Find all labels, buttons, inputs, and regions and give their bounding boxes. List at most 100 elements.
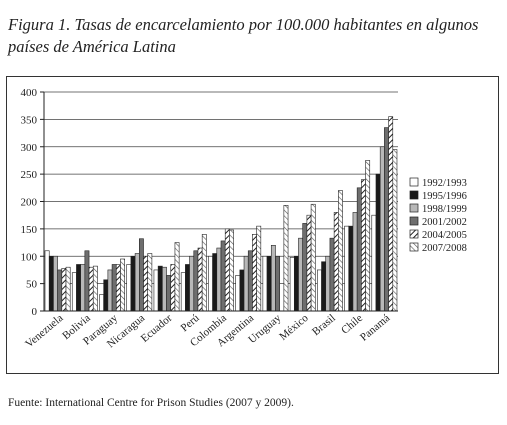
bar [310, 203, 316, 312]
bar [103, 279, 109, 312]
bar [375, 173, 381, 312]
legend-label: 1992/1993 [422, 178, 467, 189]
y-tick-label: 250 [21, 169, 38, 181]
y-tick-label: 50 [26, 279, 38, 291]
bar [348, 225, 354, 312]
x-tick-label: Brasil [310, 312, 338, 338]
bar [48, 255, 54, 312]
bar [247, 250, 253, 312]
bar [134, 253, 140, 312]
bar [153, 269, 159, 312]
bar [333, 212, 339, 312]
bar [130, 255, 136, 312]
bar [252, 234, 257, 312]
bar [53, 255, 58, 312]
bar [180, 272, 186, 312]
bar [143, 255, 149, 312]
bar [157, 265, 163, 312]
bar [65, 266, 71, 312]
bar [189, 255, 195, 312]
bar [224, 228, 230, 312]
bar [352, 212, 358, 312]
bar [139, 238, 144, 312]
legend-label: 2004/2005 [422, 230, 467, 241]
bar [317, 269, 322, 312]
chart-frame [6, 76, 499, 374]
bar [275, 255, 280, 312]
bar [379, 146, 385, 312]
x-tick-label: México [277, 312, 311, 343]
bar [365, 160, 371, 312]
bar [115, 264, 121, 312]
legend-swatch [409, 203, 419, 213]
x-tick-label: Venezuela [23, 312, 65, 350]
bar [229, 229, 234, 312]
bar [92, 265, 98, 312]
bar [298, 237, 303, 312]
bar [256, 225, 262, 312]
legend-swatch [409, 242, 419, 252]
x-tick-label: Panamá [358, 312, 392, 344]
bar [302, 223, 308, 312]
bar [147, 253, 153, 312]
bar [120, 258, 125, 312]
bar [197, 247, 203, 312]
bar [99, 294, 104, 312]
bar [111, 264, 117, 312]
bar [107, 269, 113, 312]
bar [61, 267, 67, 312]
bar [57, 269, 63, 312]
legend-swatch [409, 229, 419, 239]
bar [185, 264, 190, 312]
y-tick-label: 100 [21, 251, 38, 263]
legend-label: 2001/2002 [422, 217, 467, 228]
bar [325, 255, 331, 312]
y-tick-label: 200 [21, 197, 38, 209]
bar [126, 264, 132, 312]
bar [293, 255, 299, 312]
bar [392, 149, 398, 312]
source-note: Fuente: International Centre for Prison … [8, 397, 294, 409]
bar [361, 179, 366, 312]
bar [344, 225, 350, 312]
figure-caption: Figura 1. Tasas de encarcelamiento por 1… [8, 15, 479, 56]
bar [84, 250, 90, 312]
bar [243, 255, 249, 312]
x-tick-label: Ecuador [139, 312, 175, 345]
legend: 1992/1993 1995/1996 1998/1999 2001/2002 2004… [409, 177, 467, 254]
legend-label: 2007/2008 [422, 243, 467, 254]
bar [384, 127, 389, 312]
bar [71, 272, 77, 312]
bar [266, 255, 272, 312]
bar [270, 245, 276, 312]
bar [162, 266, 167, 312]
bar [174, 242, 180, 312]
bar [88, 266, 94, 312]
bar [44, 250, 50, 312]
bar [80, 264, 86, 312]
legend-label: 1998/1999 [422, 204, 467, 215]
bar [166, 275, 172, 312]
bar [208, 255, 213, 312]
bar [212, 253, 218, 312]
bar [170, 264, 176, 312]
y-tick-label: 150 [21, 224, 38, 236]
bar [201, 234, 207, 312]
bar [306, 214, 312, 312]
bar [193, 250, 199, 312]
bar [262, 255, 268, 312]
bar [329, 237, 335, 312]
legend-swatch [409, 216, 419, 226]
bar [321, 261, 327, 312]
y-tick-label: 0 [32, 306, 38, 318]
y-tick-label: 400 [21, 87, 38, 99]
bar [388, 116, 394, 312]
legend-label: 1995/1996 [422, 191, 467, 202]
bars [44, 116, 398, 312]
bar [216, 247, 222, 312]
y-tick-label: 350 [21, 114, 38, 126]
bar [371, 214, 377, 312]
legend-swatch [409, 190, 419, 200]
bar [289, 257, 295, 312]
